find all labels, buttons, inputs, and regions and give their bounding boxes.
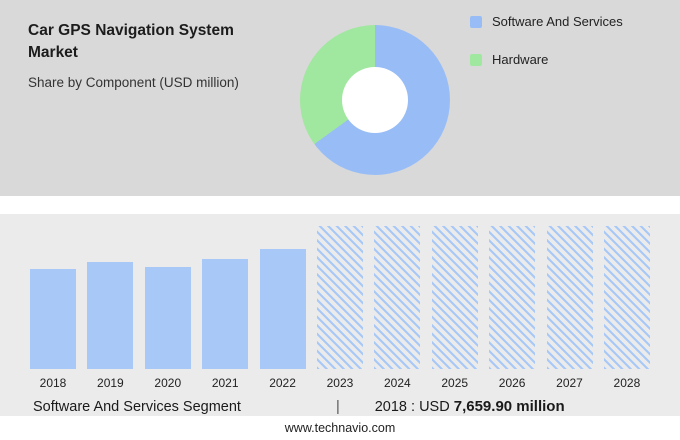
donut-chart bbox=[300, 25, 450, 175]
x-axis-label: 2023 bbox=[326, 376, 354, 390]
footer-url[interactable]: www.technavio.com bbox=[284, 421, 396, 435]
forecast-bar bbox=[603, 226, 650, 369]
forecast-bar bbox=[546, 226, 593, 369]
x-axis-label: 2025 bbox=[441, 376, 469, 390]
forecast-bar bbox=[316, 226, 363, 369]
caption-separator: | bbox=[335, 399, 340, 415]
x-axis-label: 2018 bbox=[39, 376, 67, 390]
header-section: Car GPS Navigation System Market Share b… bbox=[0, 0, 680, 196]
bar-slot bbox=[374, 226, 421, 369]
historical-bar bbox=[144, 267, 191, 369]
bar-slot bbox=[603, 226, 650, 369]
bar-slot bbox=[316, 226, 363, 369]
legend-swatch bbox=[470, 53, 482, 66]
bar-slot bbox=[431, 226, 478, 369]
page-title: Car GPS Navigation System Market bbox=[28, 22, 234, 62]
page-subtitle: Share by Component (USD million) bbox=[28, 74, 239, 90]
bar-slot bbox=[489, 226, 536, 369]
bar-slot bbox=[202, 226, 249, 369]
segment-label: Software And Services Segment bbox=[33, 399, 241, 415]
historical-bar bbox=[30, 268, 76, 369]
legend-item: Hardware bbox=[470, 52, 623, 67]
forecast-bar bbox=[374, 226, 421, 369]
x-axis-label: 2026 bbox=[498, 376, 526, 390]
caption-row: Software And Services Segment | 2018 : U… bbox=[33, 398, 650, 415]
historical-bar bbox=[202, 258, 249, 369]
bar-chart bbox=[30, 226, 650, 369]
bar-slot bbox=[144, 226, 191, 369]
forecast-bar bbox=[489, 226, 536, 369]
donut-hole bbox=[342, 67, 408, 133]
x-axis: 2018 2019 2020 2021 2022 2023 2024 2025 2026 2027… bbox=[30, 376, 650, 390]
legend-swatch bbox=[470, 15, 482, 28]
bar-slot bbox=[30, 226, 76, 369]
title-block: Car GPS Navigation System Market Share b… bbox=[28, 20, 283, 90]
x-axis-label: 2022 bbox=[269, 376, 296, 390]
x-axis-label: 2021 bbox=[211, 376, 239, 390]
segment-value: 2018 : USD 7,659.90 million bbox=[375, 398, 565, 415]
bar-slot bbox=[87, 226, 134, 369]
legend: Software And Services Hardware bbox=[470, 14, 623, 67]
legend-item: Software And Services bbox=[470, 14, 623, 29]
forecast-bar bbox=[431, 226, 478, 369]
footer: www.technavio.com bbox=[0, 416, 680, 440]
value-prefix: 2018 : USD bbox=[374, 399, 450, 415]
x-axis-label: 2024 bbox=[383, 376, 411, 390]
value-amount: 7,659.90 million bbox=[453, 398, 565, 415]
legend-label: Software And Services bbox=[492, 14, 623, 29]
bar-chart-section: 2018 2019 2020 2021 2022 2023 2024 2025 2026 2027… bbox=[0, 214, 680, 416]
bar-slot bbox=[259, 226, 306, 369]
x-axis-label: 2019 bbox=[97, 376, 124, 390]
x-axis-label: 2028 bbox=[613, 376, 641, 390]
historical-bar bbox=[259, 248, 306, 369]
x-axis-label: 2027 bbox=[556, 376, 583, 390]
bar-slot bbox=[546, 226, 593, 369]
x-axis-label: 2020 bbox=[154, 376, 182, 390]
legend-label: Hardware bbox=[492, 52, 549, 67]
historical-bar bbox=[87, 261, 134, 369]
